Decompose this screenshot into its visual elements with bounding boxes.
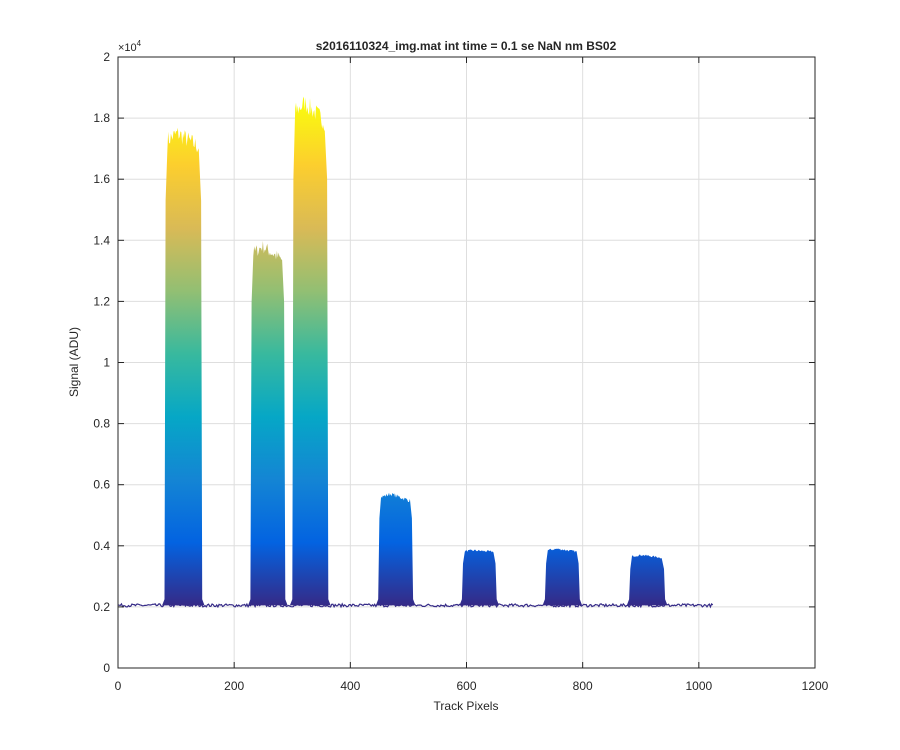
y-tick-label: 2 xyxy=(103,50,110,64)
y-axis-label: Signal (ADU) xyxy=(67,327,81,397)
y-tick-label: 0 xyxy=(103,661,110,675)
x-tick-label: 400 xyxy=(340,679,360,693)
peak-5 xyxy=(459,549,499,606)
y-exponent-label: ×104 xyxy=(118,39,142,54)
x-tick-label: 200 xyxy=(224,679,244,693)
signal-series xyxy=(118,96,714,609)
x-tick-label: 600 xyxy=(456,679,476,693)
y-exponent-base: ×10 xyxy=(118,42,137,54)
peak-4 xyxy=(375,492,416,606)
peak-6 xyxy=(542,548,583,606)
axis-ticks: 0 200 400 600 800 1000 1200 0 0.2 0.4 0.6 0.8 1 1.2 1.… xyxy=(93,50,828,693)
y-tick-label: 0.6 xyxy=(93,478,110,492)
y-tick-label: 1.4 xyxy=(93,233,110,247)
peak-2 xyxy=(248,241,288,606)
x-tick-label: 0 xyxy=(115,679,122,693)
x-tick-label: 1200 xyxy=(802,679,829,693)
chart-title: s2016110324_img.mat int time = 0.1 se Na… xyxy=(316,39,617,53)
y-tick-label: 1.2 xyxy=(93,294,110,308)
y-tick-label: 1.6 xyxy=(93,172,110,186)
x-tick-label: 800 xyxy=(573,679,593,693)
y-tick-label: 1 xyxy=(103,356,110,370)
peak-7 xyxy=(626,554,668,606)
y-tick-label: 0.2 xyxy=(93,600,110,614)
peak-3 xyxy=(289,96,331,606)
x-axis-label: Track Pixels xyxy=(434,699,499,713)
y-exponent-power: 4 xyxy=(137,39,142,48)
y-tick-label: 0.4 xyxy=(93,539,110,553)
y-tick-label: 0.8 xyxy=(93,417,110,431)
baseline-trace xyxy=(118,602,714,609)
y-tick-label: 1.8 xyxy=(93,111,110,125)
x-tick-label: 1000 xyxy=(685,679,712,693)
peak-1 xyxy=(162,127,205,606)
